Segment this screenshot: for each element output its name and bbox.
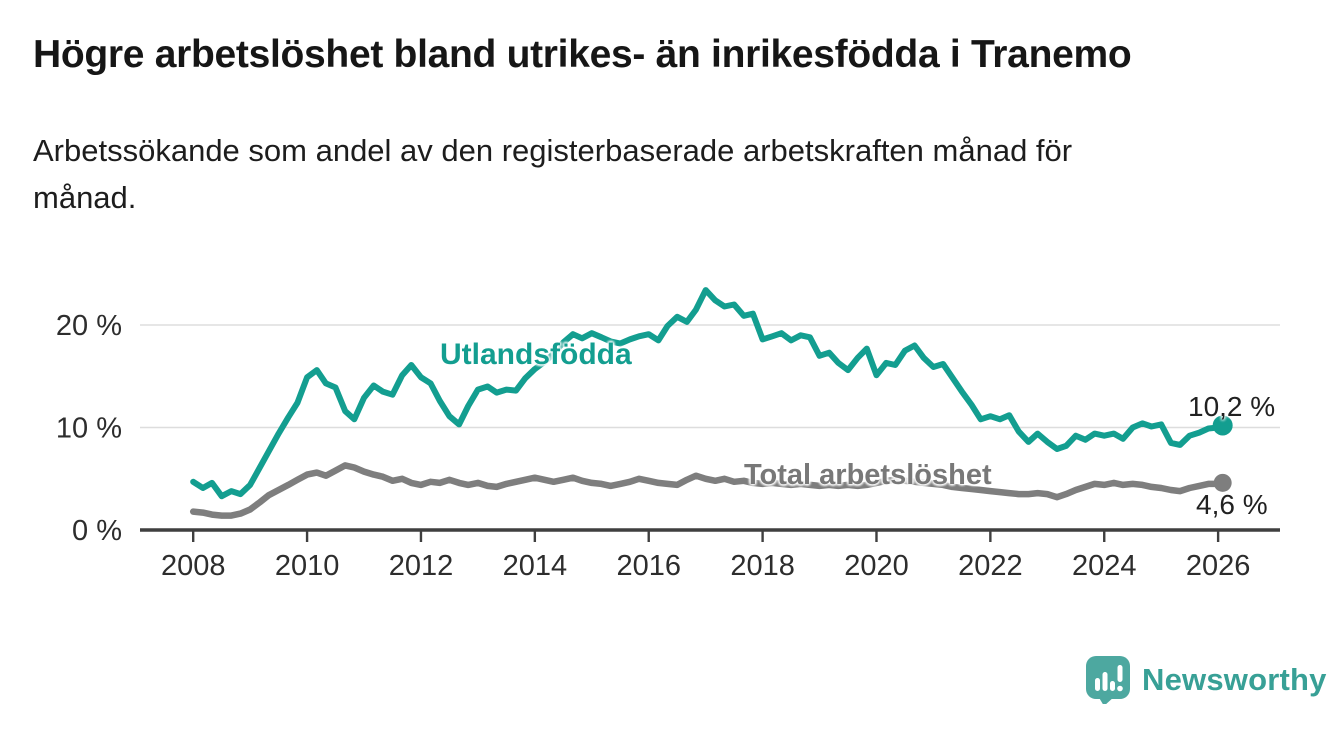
svg-text:2026: 2026: [1186, 550, 1251, 582]
series-label-utlandsfodda: Utlandsfödda: [440, 338, 632, 371]
newsworthy-logo: Newsworthy: [1086, 656, 1327, 704]
page-title: Högre arbetslöshet bland utrikes- än inr…: [33, 33, 1132, 76]
svg-text:2010: 2010: [275, 550, 340, 582]
newsworthy-logo-icon: [1086, 656, 1130, 704]
svg-text:20 %: 20 %: [56, 310, 122, 342]
svg-text:2016: 2016: [616, 550, 681, 582]
end-value-label-total: 4,6 %: [1196, 489, 1268, 520]
svg-text:2020: 2020: [844, 550, 909, 582]
svg-text:2008: 2008: [161, 550, 226, 582]
svg-text:10 %: 10 %: [56, 413, 122, 445]
svg-text:2012: 2012: [389, 550, 454, 582]
svg-text:2022: 2022: [958, 550, 1023, 582]
svg-text:2024: 2024: [1072, 550, 1137, 582]
newsworthy-logo-text: Newsworthy: [1142, 662, 1327, 697]
svg-text:2014: 2014: [503, 550, 568, 582]
end-value-label-utlandsfodda: 10,2 %: [1188, 391, 1276, 422]
svg-text:0 %: 0 %: [72, 515, 122, 547]
svg-text:2018: 2018: [730, 550, 795, 582]
chart-subtitle: Arbetssökande som andel av den registerb…: [33, 133, 1073, 215]
series-label-total-arbetsloshet: Total arbetslöshet: [744, 459, 992, 491]
